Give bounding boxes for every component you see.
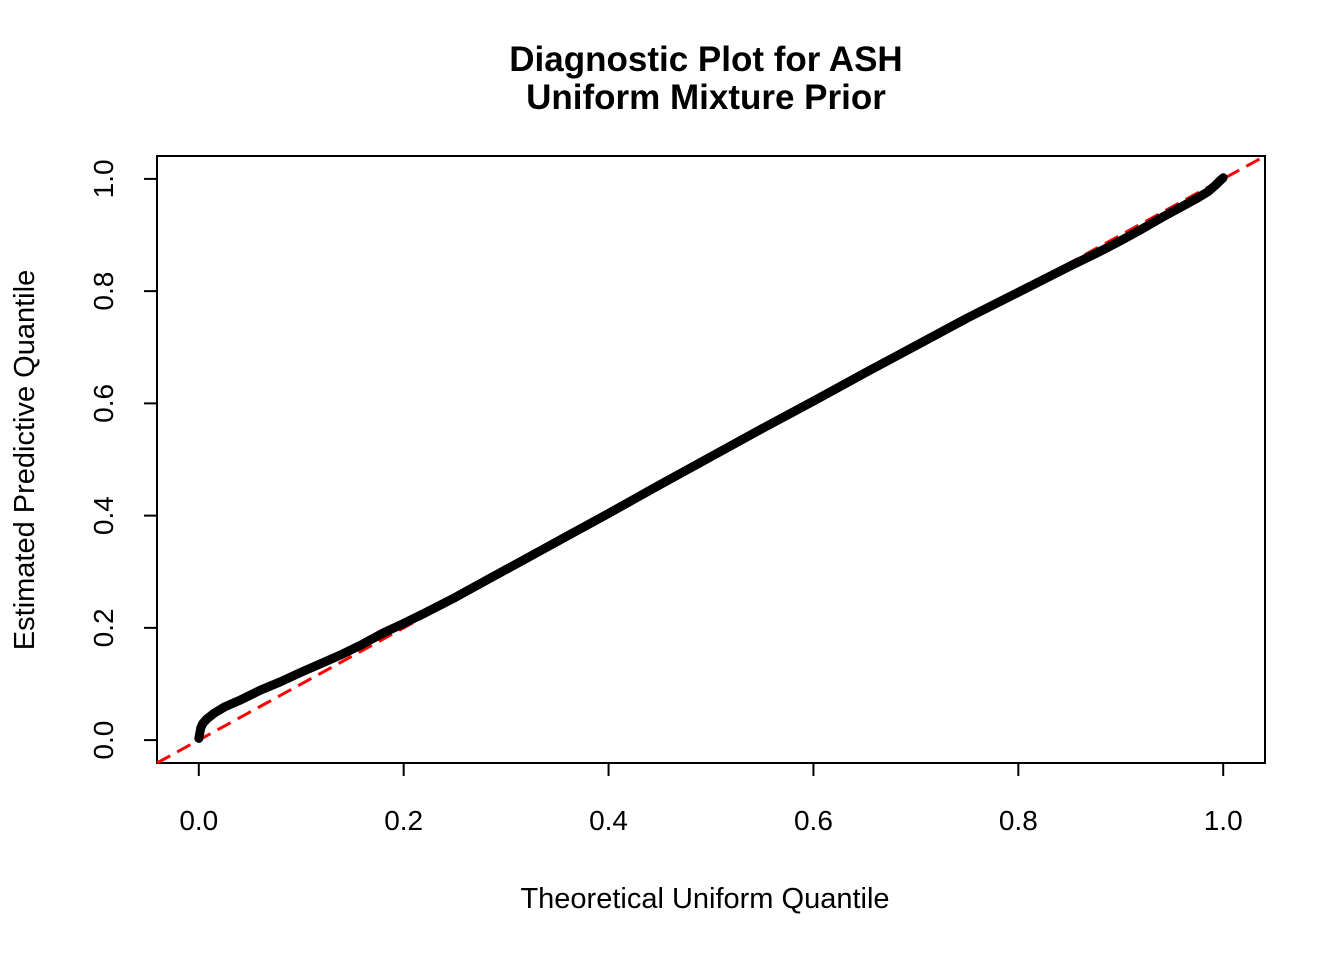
y-tick-label-0.4: 0.4 <box>88 496 119 535</box>
plot-title-line-2: Uniform Mixture Prior <box>526 78 886 117</box>
y-axis-label: Estimated Predictive Quantile <box>9 270 41 650</box>
x-axis: 0.0 0.2 0.4 0.6 0.8 1.0 <box>179 763 1243 836</box>
x-tick-label-0.2: 0.2 <box>384 805 423 836</box>
plot-title-line-1: Diagnostic Plot for ASH <box>509 40 902 79</box>
x-tick-label-1.0: 1.0 <box>1204 805 1243 836</box>
y-tick-label-0.2: 0.2 <box>88 608 119 647</box>
y-tick-label-0.0: 0.0 <box>88 721 119 760</box>
y-tick-label-1.0: 1.0 <box>88 159 119 198</box>
qq-curve <box>194 173 1228 743</box>
x-tick-label-0.4: 0.4 <box>589 805 628 836</box>
y-axis: 0.0 0.2 0.4 0.6 0.8 1.0 <box>88 159 157 760</box>
x-tick-label-0.0: 0.0 <box>179 805 218 836</box>
x-tick-label-0.8: 0.8 <box>999 805 1038 836</box>
y-tick-label-0.8: 0.8 <box>88 272 119 311</box>
x-axis-label: Theoretical Uniform Quantile <box>520 883 889 915</box>
y-tick-label-0.6: 0.6 <box>88 384 119 423</box>
plot-box <box>156 155 1266 764</box>
x-tick-label-0.6: 0.6 <box>794 805 833 836</box>
